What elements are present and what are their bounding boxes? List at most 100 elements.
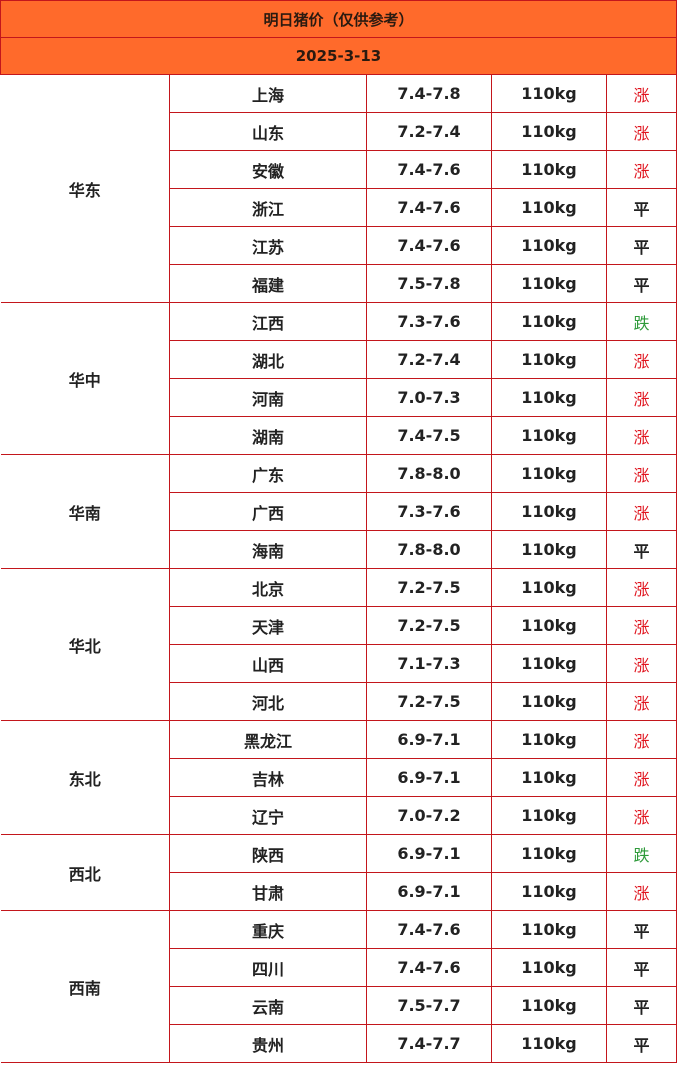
table-row: 天津 7.2-7.5 110kg 涨	[1, 606, 677, 645]
trend-cell: 平	[606, 948, 677, 987]
weight-cell: 110kg	[491, 492, 607, 531]
weight-cell: 110kg	[491, 910, 607, 949]
table-row: 西北 陕西 6.9-7.1 110kg 跌	[0, 834, 677, 911]
weight-cell: 110kg	[491, 112, 607, 151]
province-cell: 河北	[169, 682, 367, 721]
province-cell: 黑龙江	[169, 720, 367, 759]
province-cell: 湖南	[169, 416, 367, 455]
trend-cell: 平	[606, 188, 677, 227]
trend-cell: 涨	[606, 74, 677, 113]
table-row: 湖北 7.2-7.4 110kg 涨	[1, 340, 677, 379]
price-cell: 7.3-7.6	[366, 492, 492, 531]
province-cell: 上海	[169, 74, 367, 113]
province-cell: 福建	[169, 264, 367, 303]
region-cell: 东北	[0, 720, 170, 835]
trend-cell: 平	[606, 530, 677, 569]
price-cell: 7.4-7.6	[366, 226, 492, 265]
price-cell: 6.9-7.1	[366, 834, 492, 873]
province-cell: 湖北	[169, 340, 367, 379]
table-row: 安徽 7.4-7.6 110kg 涨	[1, 150, 677, 189]
table-row: 山东 7.2-7.4 110kg 涨	[1, 112, 677, 151]
table-row: 贵州 7.4-7.7 110kg 平	[1, 1024, 677, 1063]
weight-cell: 110kg	[491, 986, 607, 1025]
trend-cell: 平	[606, 986, 677, 1025]
weight-cell: 110kg	[491, 530, 607, 569]
table-row: 辽宁 7.0-7.2 110kg 涨	[1, 796, 677, 835]
province-cell: 广东	[169, 454, 367, 493]
price-cell: 7.3-7.6	[366, 302, 492, 341]
region-cell: 西南	[0, 910, 170, 1063]
table-row: 华中 江西 7.3-7.6 110kg 跌	[0, 302, 677, 455]
weight-cell: 110kg	[491, 226, 607, 265]
price-cell: 7.2-7.4	[366, 340, 492, 379]
table-row: 华南 广东 7.8-8.0 110kg 涨	[0, 454, 677, 569]
price-cell: 7.4-7.6	[366, 150, 492, 189]
trend-cell: 涨	[606, 796, 677, 835]
region-cell: 华东	[0, 74, 170, 303]
price-cell: 7.2-7.5	[366, 682, 492, 721]
price-cell: 7.0-7.3	[366, 378, 492, 417]
province-cell: 浙江	[169, 188, 367, 227]
weight-cell: 110kg	[491, 872, 607, 911]
weight-cell: 110kg	[491, 454, 607, 493]
table-row: 华东 上海 7.4-7.8 110kg 涨	[0, 74, 677, 303]
table-row: 河南 7.0-7.3 110kg 涨	[1, 378, 677, 417]
province-cell: 陕西	[169, 834, 367, 873]
trend-cell: 涨	[606, 872, 677, 911]
weight-cell: 110kg	[491, 1024, 607, 1063]
province-cell: 甘肃	[169, 872, 367, 911]
region-cell: 华北	[0, 568, 170, 721]
province-cell: 天津	[169, 606, 367, 645]
province-cell: 河南	[169, 378, 367, 417]
trend-cell: 涨	[606, 378, 677, 417]
province-cell: 北京	[169, 568, 367, 607]
price-cell: 7.2-7.5	[366, 568, 492, 607]
weight-cell: 110kg	[491, 264, 607, 303]
weight-cell: 110kg	[491, 682, 607, 721]
table-row: 甘肃 6.9-7.1 110kg 涨	[1, 872, 677, 911]
province-cell: 四川	[169, 948, 367, 987]
trend-cell: 跌	[606, 834, 677, 873]
trend-cell: 涨	[606, 720, 677, 759]
weight-cell: 110kg	[491, 644, 607, 683]
trend-cell: 涨	[606, 150, 677, 189]
price-cell: 7.4-7.8	[366, 74, 492, 113]
price-cell: 7.4-7.6	[366, 188, 492, 227]
weight-cell: 110kg	[491, 948, 607, 987]
table-row: 湖南 7.4-7.5 110kg 涨	[1, 416, 677, 455]
price-cell: 7.4-7.5	[366, 416, 492, 455]
trend-cell: 涨	[606, 644, 677, 683]
weight-cell: 110kg	[491, 606, 607, 645]
province-cell: 广西	[169, 492, 367, 531]
weight-cell: 110kg	[491, 340, 607, 379]
province-cell: 江苏	[169, 226, 367, 265]
table-row: 西南 重庆 7.4-7.6 110kg 平	[0, 910, 677, 1063]
price-cell: 7.5-7.8	[366, 264, 492, 303]
trend-cell: 平	[606, 910, 677, 949]
table-row: 四川 7.4-7.6 110kg 平	[1, 948, 677, 987]
trend-cell: 平	[606, 264, 677, 303]
price-cell: 6.9-7.1	[366, 720, 492, 759]
price-cell: 7.8-8.0	[366, 530, 492, 569]
weight-cell: 110kg	[491, 568, 607, 607]
weight-cell: 110kg	[491, 796, 607, 835]
province-cell: 辽宁	[169, 796, 367, 835]
table-row: 云南 7.5-7.7 110kg 平	[1, 986, 677, 1025]
table-row: 江苏 7.4-7.6 110kg 平	[1, 226, 677, 265]
date-row: 2025-3-13	[0, 37, 677, 75]
trend-cell: 平	[606, 1024, 677, 1063]
weight-cell: 110kg	[491, 302, 607, 341]
weight-cell: 110kg	[491, 758, 607, 797]
trend-cell: 跌	[606, 302, 677, 341]
province-cell: 贵州	[169, 1024, 367, 1063]
trend-cell: 涨	[606, 606, 677, 645]
weight-cell: 110kg	[491, 150, 607, 189]
price-cell: 6.9-7.1	[366, 758, 492, 797]
trend-cell: 涨	[606, 416, 677, 455]
price-cell: 7.5-7.7	[366, 986, 492, 1025]
price-cell: 6.9-7.1	[366, 872, 492, 911]
region-cell: 华南	[0, 454, 170, 569]
weight-cell: 110kg	[491, 720, 607, 759]
province-cell: 山西	[169, 644, 367, 683]
